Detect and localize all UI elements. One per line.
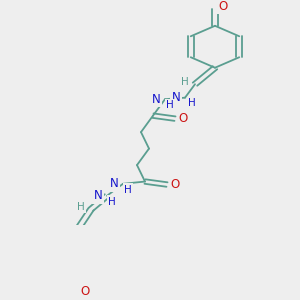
Text: O: O <box>178 112 188 125</box>
Text: H: H <box>166 100 174 110</box>
Text: H: H <box>188 98 196 108</box>
Text: N: N <box>94 189 102 202</box>
Text: H: H <box>108 197 116 207</box>
Text: H: H <box>181 77 189 87</box>
Text: N: N <box>172 91 180 104</box>
Text: O: O <box>218 0 228 13</box>
Text: O: O <box>170 178 180 191</box>
Text: N: N <box>152 93 160 106</box>
Text: H: H <box>77 202 85 212</box>
Text: N: N <box>110 177 118 190</box>
Text: H: H <box>124 185 132 195</box>
Text: O: O <box>80 285 90 298</box>
